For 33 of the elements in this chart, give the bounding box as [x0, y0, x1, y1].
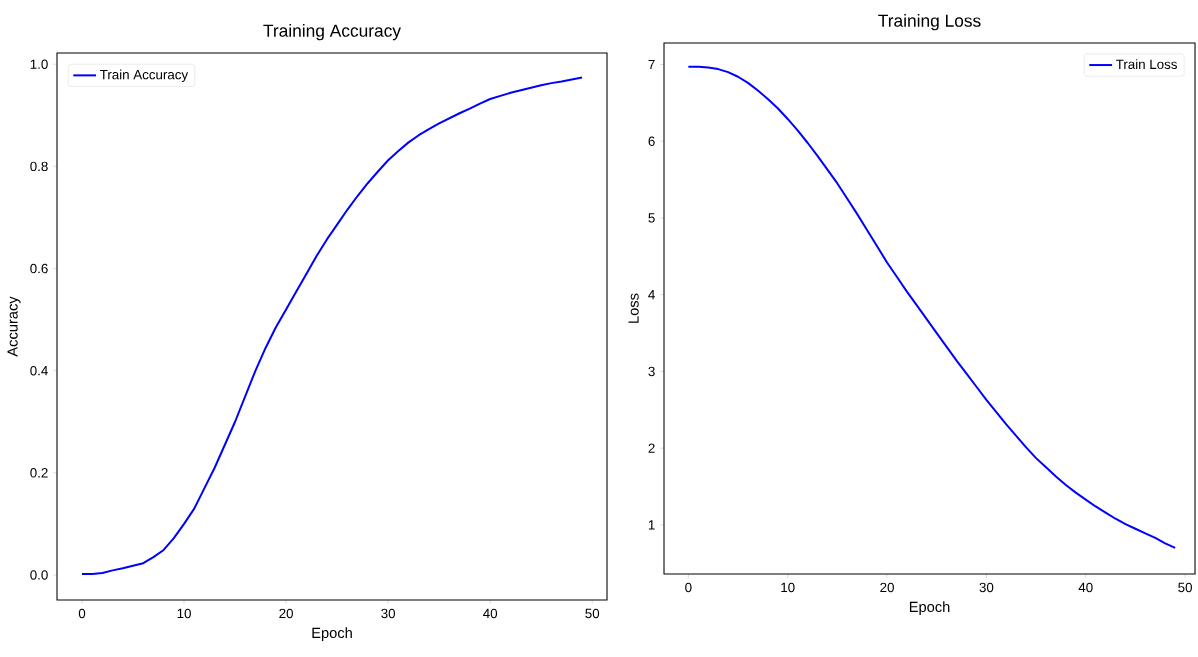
x-tick-label: 20	[880, 582, 894, 593]
x-axis-title: Epoch	[909, 601, 950, 615]
y-tick-label: 6	[648, 136, 655, 146]
y-tick-label: 5	[648, 213, 655, 223]
y-tick-label: 1	[648, 520, 655, 530]
x-tick-label: 0	[685, 582, 692, 593]
y-tick-label: 1.0	[30, 59, 48, 69]
x-tick-label: 30	[979, 582, 994, 593]
x-axis-title: Epoch	[312, 627, 352, 641]
x-tick-label: 40	[1078, 582, 1093, 593]
y-tick-label: 0.8	[30, 161, 48, 172]
x-tick-label: 30	[381, 608, 396, 619]
y-axis-title: Loss	[628, 293, 639, 323]
x-tick-label: 40	[483, 608, 498, 619]
x-tick-label: 10	[781, 582, 795, 593]
x-tick-label: 10	[177, 608, 191, 619]
y-tick-label: 0.6	[30, 263, 48, 274]
y-axis-title: Accuracy	[7, 296, 21, 357]
y-tick-label: 0.4	[30, 365, 48, 376]
y-tick-label: 7	[648, 59, 655, 70]
x-tick-label: 50	[585, 608, 600, 619]
y-tick-label: 3	[648, 366, 655, 377]
y-tick-label: 2	[648, 443, 655, 453]
y-tick-label: 0.2	[30, 468, 48, 478]
y-tick-label: 0.0	[30, 570, 48, 580]
y-tick-label: 4	[648, 290, 655, 300]
legend-label: Train Accuracy	[99, 69, 189, 82]
x-tick-label: 0	[78, 608, 86, 619]
x-tick-label: 50	[1178, 582, 1192, 593]
chart-title: Training Loss	[878, 14, 981, 31]
legend-label: Train Loss	[1116, 59, 1177, 69]
chart-title: Training Accuracy	[263, 24, 401, 41]
x-tick-label: 20	[279, 608, 293, 619]
